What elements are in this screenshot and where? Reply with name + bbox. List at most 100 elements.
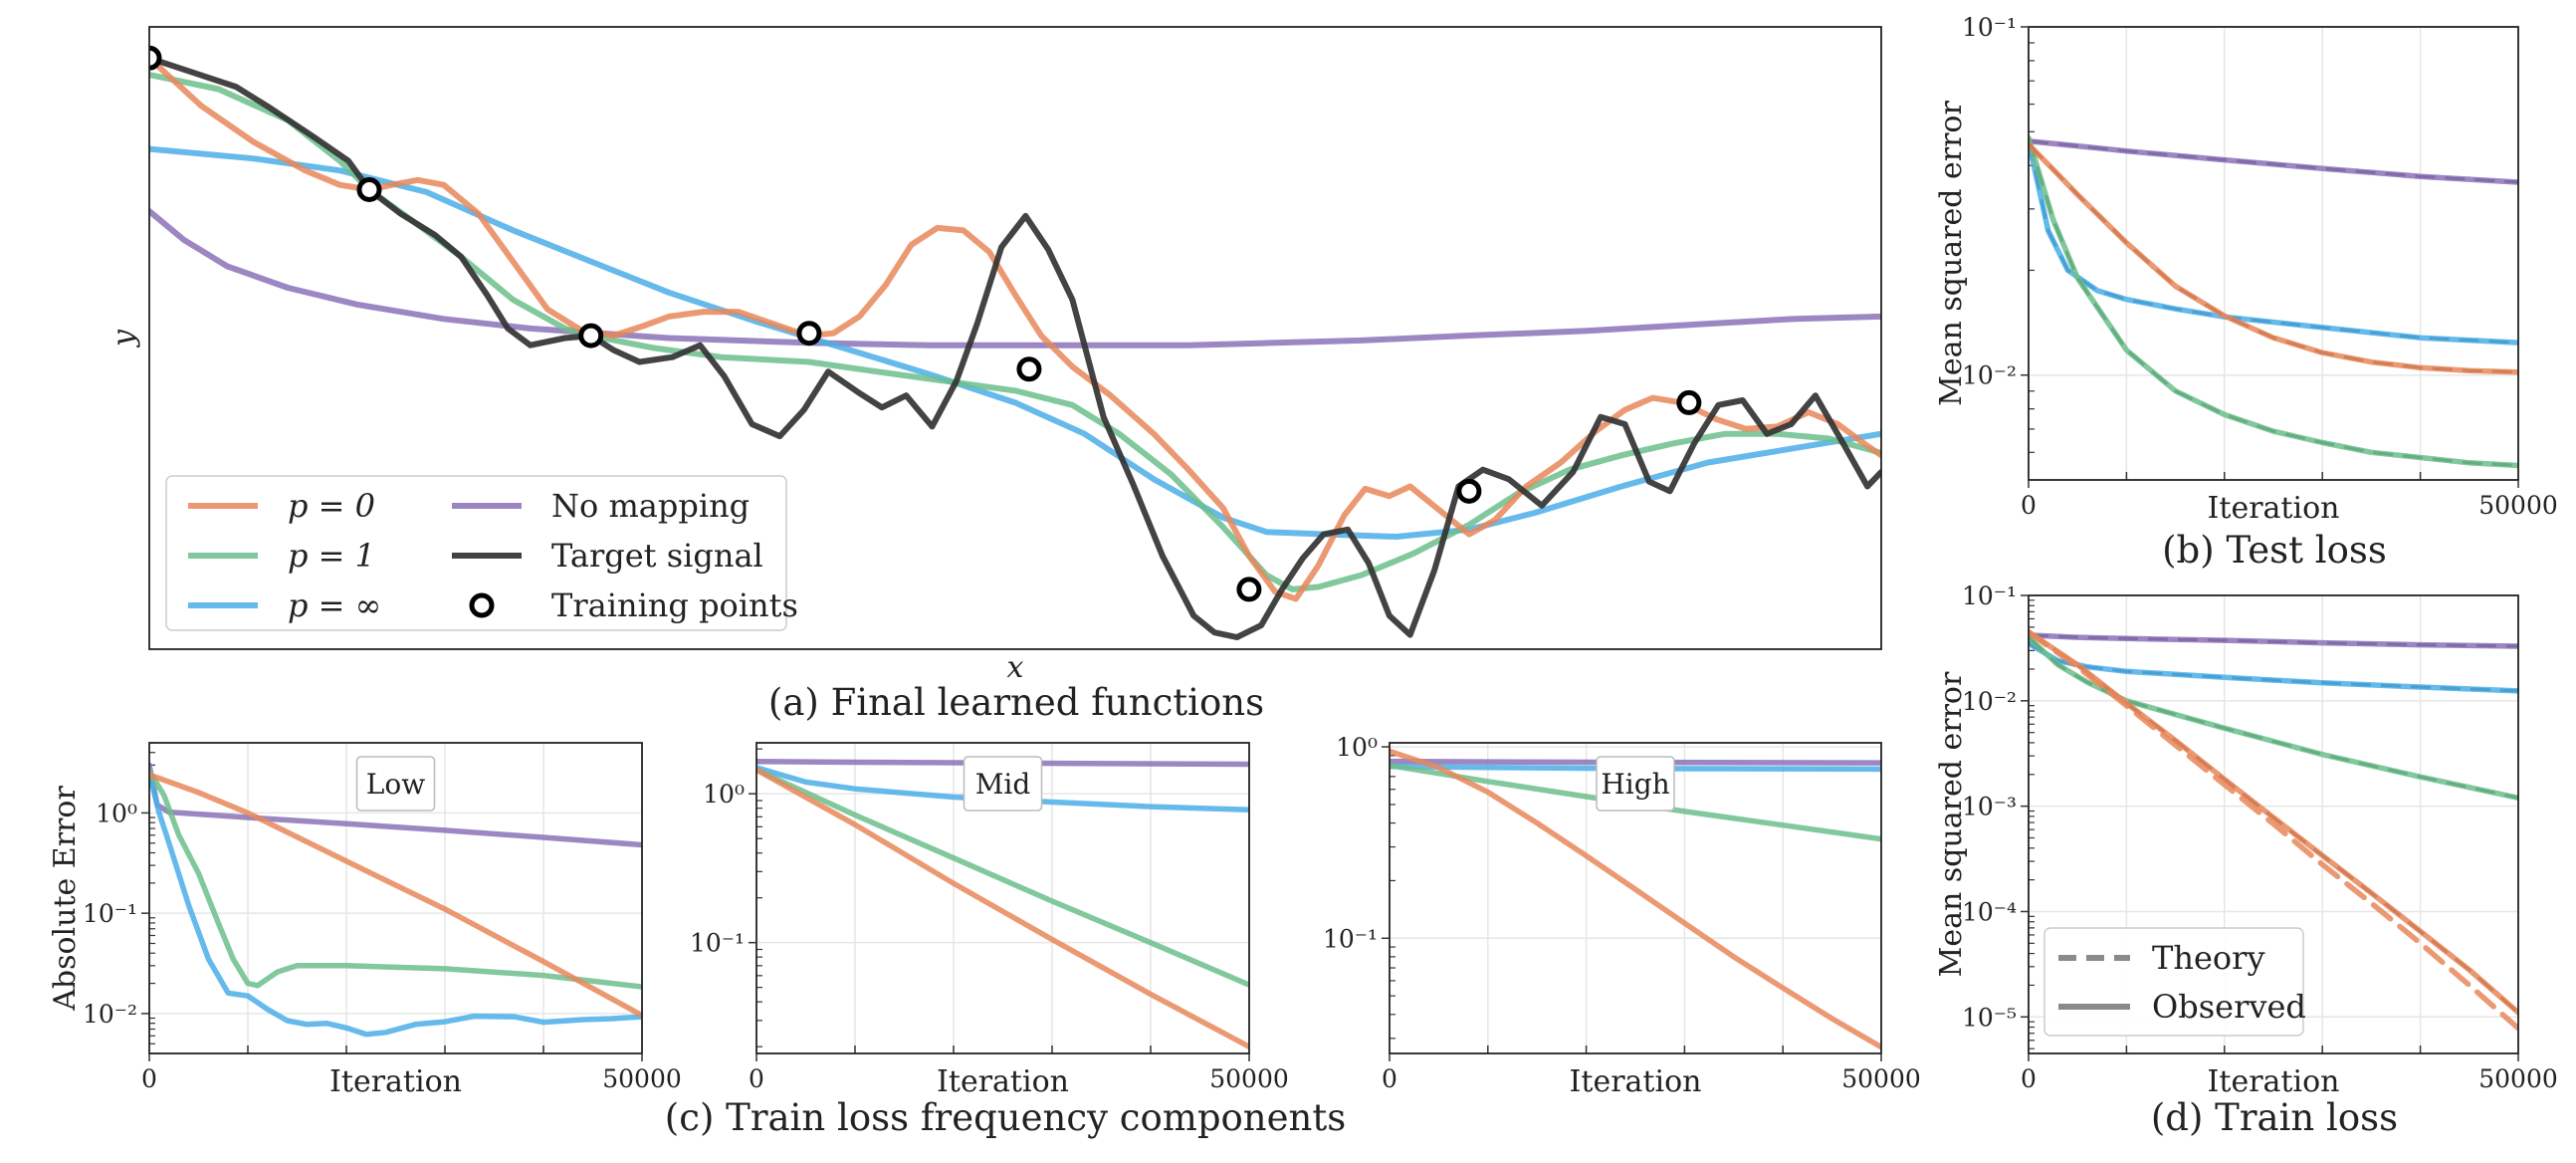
tick-label-x: 50000 <box>1841 1064 1921 1093</box>
series-line-p0-theory <box>2029 628 2518 1032</box>
caption-a: (a) Final learned functions <box>768 681 1264 724</box>
legend: p = 0 p = 1 p = ∞ No mapping Target signal Tr… <box>165 475 798 631</box>
caption-d: (d) Train loss <box>2151 1096 2398 1139</box>
tick-label-x: 0 <box>749 1064 764 1093</box>
series-line-p1 <box>756 767 1249 988</box>
tick-label-y: 10⁻¹ <box>1323 924 1378 953</box>
series-line-nomap <box>1390 758 1881 766</box>
series-group <box>756 758 1249 1049</box>
panel-b-test-loss: 0 50000 10⁻¹ 10⁻² Iteration Mean squared erro… <box>1934 13 2558 526</box>
series-line-target <box>149 55 1881 640</box>
series-line-pinf <box>756 765 1249 814</box>
tick-label-x: 50000 <box>2478 491 2558 520</box>
series-theory-line-p1 <box>2029 636 2518 800</box>
legend-label-pinf: p = ∞ <box>288 586 381 624</box>
band-label: Mid <box>975 768 1031 801</box>
legend-label-observed: Observed <box>2152 988 2306 1026</box>
tick-label-y: 10⁻² <box>1962 361 2017 390</box>
panel-a-final-learned-functions: x y p = 0 p = 1 p = ∞ No mapping Target signal… <box>107 26 1882 685</box>
series-line-p1 <box>149 768 642 990</box>
tick-label-y: 10⁻¹ <box>1962 582 2017 610</box>
x-axis-label: Iteration <box>1570 1064 1702 1099</box>
tick-label-x: 50000 <box>1209 1064 1289 1093</box>
tick-label-x: 0 <box>141 1064 157 1093</box>
series-line-nomap <box>756 758 1249 768</box>
tick-label-y: 10⁻² <box>1962 687 2017 716</box>
tick-label-x: 0 <box>2021 491 2037 520</box>
series-line-pinf <box>149 770 642 1038</box>
tick-label-y: 10⁻¹ <box>1962 13 2017 42</box>
training-point <box>149 45 162 71</box>
tick-label-y: 10⁻⁵ <box>1962 1003 2017 1032</box>
series-group <box>149 762 642 1038</box>
y-axis-label: Absolute Error <box>48 786 83 1012</box>
axes-frame <box>2028 26 2519 481</box>
axes-frame <box>148 742 643 1054</box>
x-axis-label: Iteration <box>2208 491 2340 526</box>
x-axis-label: Iteration <box>329 1064 462 1099</box>
axes-frame <box>2028 594 2519 1054</box>
y-axis-label: Mean squared error <box>1934 671 1969 977</box>
series-line-p0 <box>149 772 642 1019</box>
series-theory-line-nomap <box>2029 139 2518 184</box>
tick-label-y: 10⁰ <box>96 799 137 827</box>
training-point <box>1676 389 1702 415</box>
series-line-p1 <box>2029 634 2518 802</box>
tick-label-y: 10⁻¹ <box>83 899 137 928</box>
series-group <box>2029 628 2518 1032</box>
band-label: Low <box>366 768 425 801</box>
training-point <box>1016 356 1042 382</box>
tick-label-y: 10⁻¹ <box>690 929 745 958</box>
tick-label-x: 50000 <box>602 1064 682 1093</box>
tick-label-y: 10⁰ <box>1336 733 1378 762</box>
panel-c-low-frequency: 0 50000 10⁰ 10⁻¹ 10⁻² Iteration Absolute Error… <box>48 742 682 1099</box>
x-axis-label: Iteration <box>937 1064 1069 1099</box>
band-label-box <box>1596 756 1675 812</box>
legend-label-nomap: No mapping <box>551 487 750 525</box>
tick-label-y: 10⁻² <box>83 1000 137 1029</box>
legend-label-train: Training points <box>551 586 798 624</box>
series-theory-line-pinf <box>2029 641 2518 693</box>
series-line-p0 <box>1390 748 1881 1050</box>
training-point <box>578 323 604 349</box>
axes-frame <box>755 742 1250 1054</box>
legend-label-p0: p = 0 <box>288 487 375 525</box>
caption-b: (b) Test loss <box>2162 529 2387 572</box>
tick-label-y: 10⁻³ <box>1962 793 2017 821</box>
tick-label-x: 0 <box>2021 1064 2037 1093</box>
series-theory-line-pinf <box>2029 140 2518 345</box>
legend-marker-training <box>469 592 495 618</box>
x-axis-label: x <box>1007 650 1024 685</box>
band-label: High <box>1601 768 1669 801</box>
series-line-p0 <box>756 767 1249 1049</box>
series-group <box>2029 134 2518 469</box>
series-group <box>149 45 1881 640</box>
legend: Theory Observed <box>2043 927 2306 1037</box>
x-axis-label: Iteration <box>2208 1064 2340 1099</box>
legend-label-target: Target signal <box>551 537 763 575</box>
y-axis-label: Mean squared error <box>1934 100 1969 405</box>
band-label-box <box>355 756 436 812</box>
tick-label-x: 0 <box>1382 1064 1397 1093</box>
series-theory-line-nomap <box>2029 633 2518 648</box>
tick-label-y: 10⁻⁴ <box>1962 897 2017 926</box>
series-theory-line-p0 <box>2029 142 2518 374</box>
axes-frame <box>1389 742 1882 1054</box>
panel-c-high-frequency: 0 50000 10⁰ 10⁻¹ Iteration High <box>1323 733 1921 1099</box>
legend-label-theory: Theory <box>2152 939 2265 977</box>
training-point <box>796 321 822 347</box>
caption-c: (c) Train loss frequency components <box>665 1096 1346 1139</box>
series-theory-line-p1 <box>2029 137 2518 467</box>
series-line-nomap <box>149 208 1881 349</box>
tick-label-x: 50000 <box>2478 1064 2558 1093</box>
band-label-box <box>963 756 1043 812</box>
y-axis-label: y <box>107 329 141 349</box>
series-line-p1 <box>2029 134 2518 469</box>
training-point <box>356 176 382 202</box>
panel-c-mid-frequency: 0 50000 10⁰ 10⁻¹ Iteration Mid <box>690 742 1289 1099</box>
axes-frame <box>148 26 1882 650</box>
tick-label-y: 10⁰ <box>703 780 745 809</box>
training-point <box>1456 478 1482 504</box>
panel-d-train-loss: 0 50000 10⁻¹ 10⁻² 10⁻³ 10⁻⁴ 10⁻⁵ Iteration Mean … <box>1934 582 2558 1099</box>
